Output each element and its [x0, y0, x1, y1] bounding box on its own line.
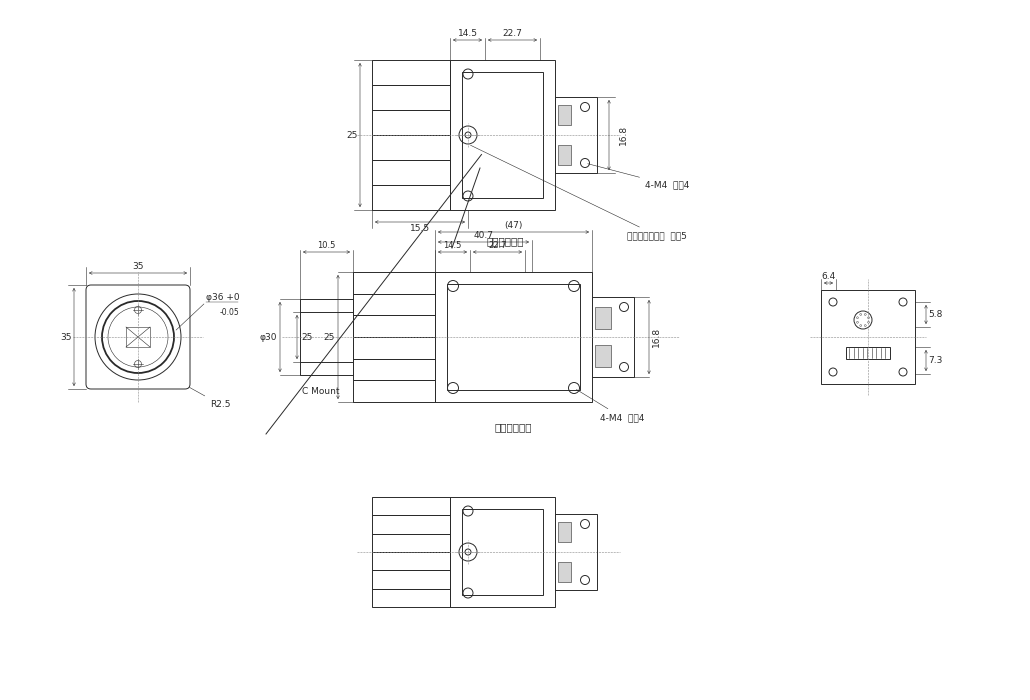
Bar: [821, 290, 915, 384]
Text: 25: 25: [301, 332, 312, 342]
Bar: [300, 299, 353, 375]
Bar: [372, 110, 450, 135]
Bar: [353, 358, 435, 380]
Text: カメラ三脚ネジ  深さ5: カメラ三脚ネジ 深さ5: [471, 145, 687, 240]
Bar: [372, 533, 450, 552]
Bar: [435, 272, 592, 402]
Bar: [126, 327, 150, 347]
Bar: [372, 497, 450, 515]
Bar: [846, 347, 890, 359]
Text: (47): (47): [505, 221, 522, 230]
Text: 22.7: 22.7: [503, 29, 522, 38]
Text: φ30: φ30: [260, 332, 277, 342]
Text: 25: 25: [323, 332, 335, 342]
Bar: [353, 315, 435, 337]
Bar: [450, 497, 555, 607]
Text: φ36 +0: φ36 +0: [206, 293, 240, 302]
FancyBboxPatch shape: [85, 285, 190, 389]
Bar: [462, 509, 543, 595]
Bar: [592, 297, 634, 377]
Text: 5.8: 5.8: [928, 310, 942, 319]
Text: 40.7: 40.7: [474, 231, 493, 240]
Text: 16.8: 16.8: [652, 327, 661, 347]
Bar: [372, 135, 450, 160]
Bar: [372, 60, 450, 85]
Bar: [450, 60, 555, 210]
Text: C Mount: C Mount: [302, 387, 340, 396]
Text: 4-M4  深さ4: 4-M4 深さ4: [588, 164, 689, 189]
Text: 35: 35: [61, 332, 72, 342]
Text: 7.3: 7.3: [928, 356, 942, 365]
Text: 16.8: 16.8: [619, 125, 628, 145]
Text: 14.5: 14.5: [443, 241, 461, 250]
Bar: [372, 515, 450, 533]
Bar: [462, 72, 543, 198]
Bar: [555, 97, 597, 173]
Bar: [372, 589, 450, 607]
Bar: [353, 294, 435, 315]
Bar: [372, 85, 450, 110]
Text: 22.7: 22.7: [488, 241, 507, 250]
Text: R2.5: R2.5: [190, 387, 231, 409]
Text: -0.05: -0.05: [220, 308, 240, 317]
Text: 35: 35: [132, 262, 144, 271]
Bar: [595, 345, 611, 367]
Bar: [595, 307, 611, 329]
Text: 25: 25: [347, 130, 358, 139]
Bar: [447, 284, 580, 390]
Text: 14.5: 14.5: [457, 29, 478, 38]
Bar: [558, 562, 571, 582]
Bar: [372, 185, 450, 210]
Bar: [558, 522, 571, 542]
Bar: [558, 105, 571, 125]
Text: 対面同一形状: 対面同一形状: [494, 422, 533, 432]
Text: 4-M4  深さ4: 4-M4 深さ4: [577, 389, 645, 422]
Bar: [558, 145, 571, 165]
Bar: [372, 570, 450, 589]
Text: 10.5: 10.5: [317, 241, 336, 250]
Text: 15.5: 15.5: [410, 224, 431, 233]
Text: 対面同一形状: 対面同一形状: [486, 236, 523, 246]
Text: 6.4: 6.4: [821, 272, 835, 281]
Bar: [555, 514, 597, 590]
Bar: [353, 380, 435, 402]
Bar: [372, 160, 450, 185]
Bar: [372, 552, 450, 570]
Bar: [353, 337, 435, 358]
Bar: [353, 272, 435, 294]
